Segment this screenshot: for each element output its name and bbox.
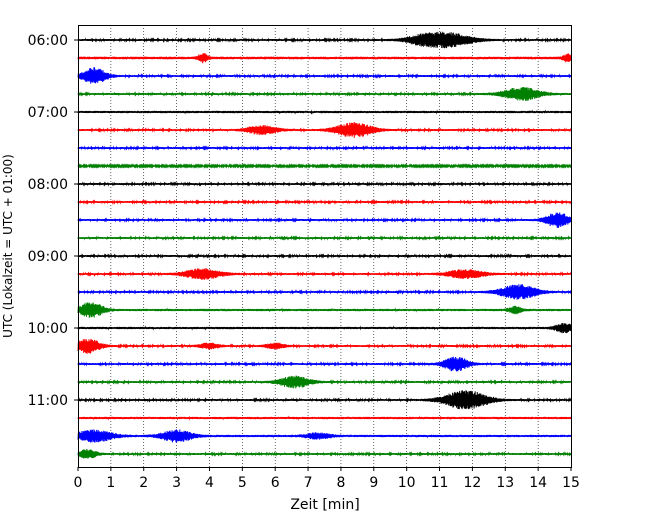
x-tick-label: 8 [336,475,345,491]
y-tick-label: 07:00 [28,105,68,121]
plot-frame [78,25,572,468]
x-axis-title: Zeit [min] [290,497,359,513]
trace-1145 [77,448,572,459]
trace-0630 [77,67,572,84]
y-axis-title: UTC (Lokalzeit = UTC + 01:00) [1,154,15,338]
trace-0715 [77,122,572,138]
trace-1015 [77,338,572,354]
x-tick-label: 5 [238,475,247,491]
x-tick-label: 9 [369,475,378,491]
x-tick-label: 3 [172,475,181,491]
trace-0800 [77,181,572,187]
x-tick-label: 14 [529,475,547,491]
trace-1030 [77,356,572,372]
x-tick-label: 13 [496,475,514,491]
trace-1100 [77,390,572,410]
trace-0915 [77,268,572,280]
x-tick-label: 11 [431,475,449,491]
x-tick-label: 0 [74,475,83,491]
trace-1000 [77,323,572,334]
x-tick-label: 7 [304,475,313,491]
trace-0930 [77,284,572,300]
trace-0845 [77,235,572,241]
trace-1045 [77,375,572,389]
trace-0600 [77,31,572,49]
trace-1115 [77,415,572,421]
x-tick-label: 15 [562,475,580,491]
y-tick-label: 10:00 [28,321,68,337]
x-tick-label: 2 [139,475,148,491]
y-tick-label: 06:00 [28,33,68,49]
x-axis-ticks: 0 1 2 3 4 5 6 7 8 9 10 11 12 13 14 15 [74,467,580,491]
x-tick-label: 10 [398,475,416,491]
x-tick-label: 1 [106,475,115,491]
trace-0745 [77,163,572,169]
trace-0900 [77,253,572,259]
x-tick-label: 12 [463,475,481,491]
trace-0615 [77,53,572,64]
trace-1130 [77,429,572,443]
trace-0945 [77,302,572,318]
y-tick-label: 11:00 [28,393,68,409]
x-tick-label: 4 [205,475,214,491]
trace-0645 [77,86,572,101]
trace-0700 [77,109,572,115]
y-axis-ticks: 06:00 07:00 08:00 09:00 10:00 11:00 [28,33,78,409]
trace-0730 [77,145,572,151]
trace-0830 [77,212,572,228]
y-tick-label: 08:00 [28,177,68,193]
x-tick-label: 6 [271,475,280,491]
trace-0815 [77,199,572,205]
y-tick-label: 09:00 [28,249,68,265]
seismic-traces [77,31,572,459]
